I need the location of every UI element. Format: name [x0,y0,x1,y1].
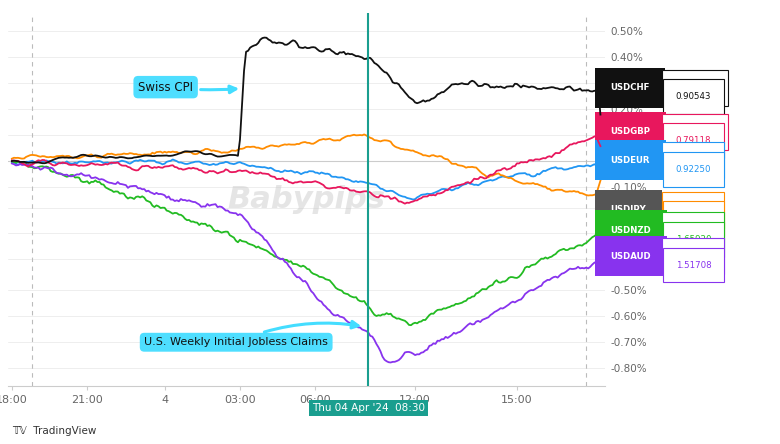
Text: -0.38%: -0.38% [675,252,711,261]
Text: +0.10%: +0.10% [675,127,714,136]
Text: +0.28%: +0.28% [675,83,714,92]
Text: 0.92250: 0.92250 [675,165,711,174]
Text: 1.65920: 1.65920 [675,235,711,244]
Text: Swiss CPI: Swiss CPI [138,81,236,94]
Text: 1.51708: 1.51708 [675,261,711,270]
Text: U.S. Weekly Initial Jobless Claims: U.S. Weekly Initial Jobless Claims [144,321,358,347]
Text: USDGBP: USDGBP [611,127,651,136]
Text: 0.90126: 0.90126 [675,214,711,223]
Text: USDNZD: USDNZD [611,226,651,235]
Text: USDCHF: USDCHF [611,83,650,92]
Text: 𝕋𝕍  TradingView: 𝕋𝕍 TradingView [12,426,96,436]
Text: -0.28%: -0.28% [675,226,711,235]
Text: -0.01%: -0.01% [675,156,711,165]
Text: 0.90543: 0.90543 [675,92,711,101]
Text: USDJPY: USDJPY [611,205,647,214]
Text: Thu 04 Apr '24  08:30: Thu 04 Apr '24 08:30 [312,403,425,413]
Text: Babypips: Babypips [227,185,385,214]
Text: USDEUR: USDEUR [611,156,650,165]
Text: 0.79118: 0.79118 [675,136,711,145]
Text: -0.14%: -0.14% [675,205,711,214]
Text: USDAUD: USDAUD [611,252,651,261]
